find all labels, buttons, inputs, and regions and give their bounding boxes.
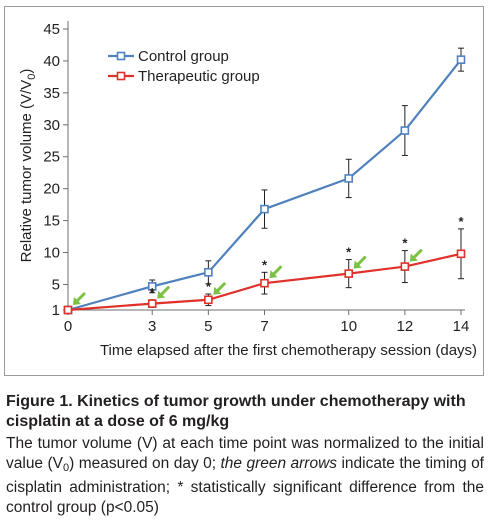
y-tick-label: 10 (43, 245, 60, 262)
y-tick-label: 35 (43, 85, 60, 102)
x-tick-label: 10 (340, 318, 357, 335)
y-tick-label: 1 (52, 302, 60, 319)
arrow-head (269, 270, 278, 279)
significance-asterisk: * (346, 245, 352, 260)
data-point-marker (147, 282, 157, 291)
data-point-marker (260, 204, 269, 214)
x-tick-label: 14 (453, 318, 470, 335)
x-tick-label: 7 (260, 318, 268, 335)
y-tick-label: 30 (43, 117, 60, 134)
significance-asterisk: * (402, 236, 408, 251)
arrow-head (353, 260, 362, 269)
administration-arrow-icon (73, 292, 86, 305)
caption-text-part: indicate the timing of cisplatin adminis… (6, 454, 484, 516)
data-point-marker (400, 126, 410, 135)
administration-arrow-icon (409, 249, 423, 262)
caption-subscript: 0 (62, 461, 70, 474)
legend-marker (116, 51, 126, 61)
data-point-marker (147, 299, 157, 308)
significance-asterisk: * (262, 257, 268, 272)
data-point-marker (260, 278, 269, 288)
x-tick-label: 12 (397, 318, 414, 335)
figure-frame (4, 6, 484, 376)
x-tick-label: 3 (148, 318, 156, 335)
legend-marker (116, 71, 126, 81)
administration-arrow-icon (269, 265, 282, 279)
arrow-head (73, 297, 81, 305)
x-axis-label: Time elapsed after the first chemotherap… (100, 342, 477, 359)
data-point-marker (456, 55, 466, 64)
caption-text-part: The tumor volume (V) at each time point … (6, 435, 484, 472)
x-tick-label: 5 (204, 318, 212, 335)
arrow-head (213, 286, 222, 295)
y-tick-label: 5 (52, 276, 60, 293)
y-tick-label: 40 (43, 53, 60, 70)
caption-text-part: ) measured on day 0; (69, 454, 221, 472)
data-point-marker (400, 262, 410, 271)
data-point-marker (204, 268, 213, 277)
y-tick-label: 25 (43, 149, 60, 166)
arrow-head (157, 290, 166, 299)
significance-asterisk: * (458, 214, 464, 229)
arrow-head (409, 253, 418, 262)
data-point-marker (344, 174, 354, 183)
data-point-marker (63, 305, 73, 315)
administration-arrow-icon (353, 256, 367, 269)
data-point-marker (456, 249, 466, 259)
legend-label: Control group (138, 48, 229, 65)
caption-body: The tumor volume (V) at each time point … (6, 434, 484, 517)
y-axis-label: Relative tumor volume (V/V0) (18, 69, 38, 263)
x-tick-label: 0 (64, 318, 72, 335)
y-tick-label: 20 (43, 181, 60, 198)
figure-caption: Figure 1. Kinetics of tumor growth under… (6, 392, 484, 517)
y-tick-label: 45 (43, 21, 60, 38)
significance-asterisk: * (206, 279, 212, 294)
significance-asterisk: * (150, 285, 156, 300)
data-point-marker (344, 269, 354, 278)
caption-italic-text: the green arrows (220, 454, 338, 472)
legend-label: Therapeutic group (138, 68, 260, 85)
administration-arrow-icon (157, 286, 170, 299)
data-point-marker (204, 295, 213, 305)
caption-title: Figure 1. Kinetics of tumor growth under… (6, 393, 466, 430)
administration-arrow-icon (213, 282, 226, 295)
y-tick-label: 15 (43, 213, 60, 230)
